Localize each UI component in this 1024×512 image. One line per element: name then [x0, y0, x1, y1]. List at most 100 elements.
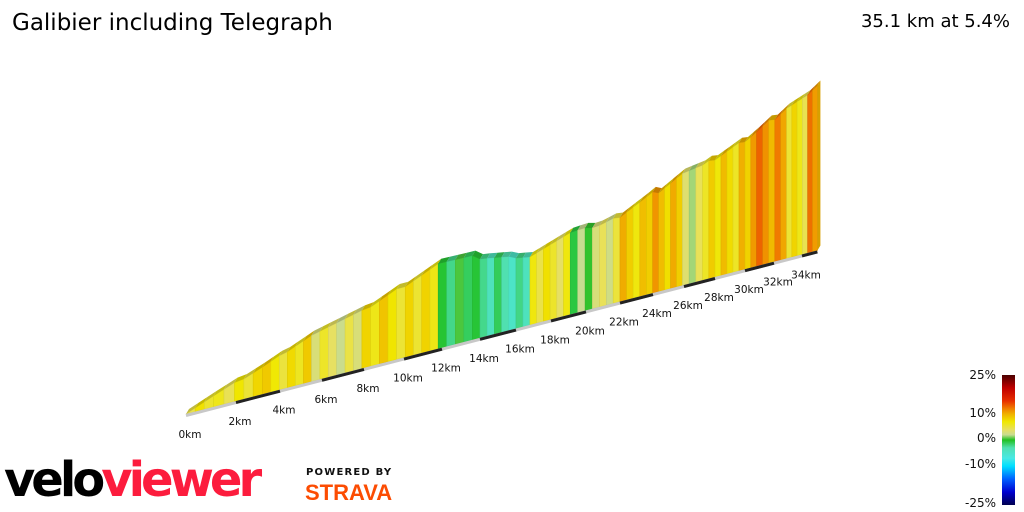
base-tick-segment [235, 389, 281, 405]
base-tick-segment [321, 367, 365, 382]
profile-segment [413, 274, 423, 356]
profile-segment [702, 160, 710, 281]
powered-by-label: POWERED BY [306, 467, 393, 478]
profile-segment-top [739, 136, 748, 143]
profile-segment [750, 131, 757, 269]
base-tick-segment [550, 310, 587, 323]
profile-segment [695, 164, 703, 283]
profile-segment [446, 259, 456, 347]
profile-segment-top [336, 313, 349, 323]
legend-color-bar [1002, 375, 1015, 505]
profile-segment-top [715, 150, 724, 161]
profile-segment-top [695, 160, 706, 168]
profile-segment [319, 326, 329, 380]
profile-segment-top [756, 121, 766, 132]
legend-label-minus10: -10% [964, 457, 996, 471]
profile-end-cap [817, 80, 821, 251]
profile-segment [563, 232, 571, 317]
profile-segment [429, 263, 439, 352]
x-tick-label: 18km [540, 334, 570, 346]
profile-segment-top [508, 251, 519, 259]
x-tick-label: 34km [791, 269, 821, 281]
profile-segment-top [213, 384, 227, 397]
profile-segment-top [702, 155, 712, 166]
profile-segment-top [807, 85, 816, 96]
base-tick-segment [801, 250, 818, 258]
x-tick-label: 6km [315, 394, 338, 406]
x-tick-label: 2km [229, 416, 252, 428]
profile-segment-top [328, 317, 340, 328]
profile-segment-top [413, 270, 425, 282]
profile-segment-top [774, 109, 784, 120]
profile-segment-top [780, 103, 790, 115]
profile-segment-top [682, 165, 693, 174]
profile-segment-top [689, 162, 699, 171]
profile-segment-top [530, 247, 540, 258]
profile-segment-top [606, 213, 617, 222]
profile-segment-top [487, 252, 498, 259]
profile-segment-top [791, 96, 801, 106]
profile-segment-top [295, 335, 307, 347]
profile-segment [756, 125, 763, 267]
profile-segment [626, 206, 634, 301]
profile-segment [577, 227, 586, 313]
profile-segment-top [599, 216, 610, 226]
logo-velo: velo [4, 452, 105, 508]
profile-segment [404, 280, 414, 358]
profile-segment [501, 256, 510, 333]
profile-segment-top [577, 222, 589, 231]
x-tick-label: 22km [609, 317, 639, 329]
profile-segment-top [550, 235, 560, 245]
x-tick-label: 28km [704, 292, 734, 304]
profile-segment-top [379, 290, 391, 302]
profile-segment [463, 255, 473, 343]
profile-segment [802, 94, 808, 255]
legend-label-minus25: -25% [964, 496, 996, 510]
profile-segment [738, 141, 746, 272]
profile-segment [379, 294, 389, 365]
x-tick-label: 20km [575, 325, 605, 337]
profile-segment [786, 104, 793, 259]
strava-logo: STRAVA [305, 480, 393, 505]
profile-segment [726, 146, 734, 275]
profile-segment-top [446, 254, 459, 262]
profile-segment-top [797, 93, 806, 102]
x-tick-label: 16km [505, 344, 535, 356]
profile-segment [774, 113, 782, 262]
profile-segment-top [501, 251, 512, 258]
profile-segment-top [429, 258, 442, 270]
profile-segment [606, 217, 614, 306]
profile-base [185, 250, 818, 417]
profile-segment-top [438, 256, 450, 264]
profile-segment-top [646, 186, 656, 198]
profile-segment [234, 378, 245, 402]
profile-segment-top [421, 264, 433, 276]
profile-segment [807, 89, 813, 254]
profile-segment [676, 172, 683, 288]
profile-segment-top [262, 356, 274, 368]
base-tick-segment [683, 277, 716, 288]
x-tick-label: 14km [469, 353, 499, 365]
profile-segment-top [670, 173, 680, 184]
profile-segment [682, 170, 690, 286]
x-tick-label: 26km [673, 300, 703, 312]
profile-segment-top [570, 225, 581, 233]
x-tick-label: 24km [642, 308, 672, 320]
profile-segment [812, 84, 818, 253]
profile-segment [522, 256, 531, 328]
profile-segment-top [494, 252, 505, 258]
profile-segment [720, 150, 728, 276]
gradient-legend: 25% 10% 0% -10% -25% [940, 368, 1024, 512]
profile-segment-top [463, 250, 476, 258]
profile-segment-top [253, 362, 266, 374]
profile-segment [796, 97, 803, 257]
profile-segment [670, 177, 677, 289]
profile-segment [262, 360, 272, 395]
profile-segment [311, 330, 321, 382]
profile-segment-top [516, 252, 526, 259]
legend-label-0: 0% [976, 431, 996, 445]
profile-segment-top [319, 322, 332, 332]
profile-segment [287, 345, 296, 389]
profile-segment [336, 318, 346, 376]
